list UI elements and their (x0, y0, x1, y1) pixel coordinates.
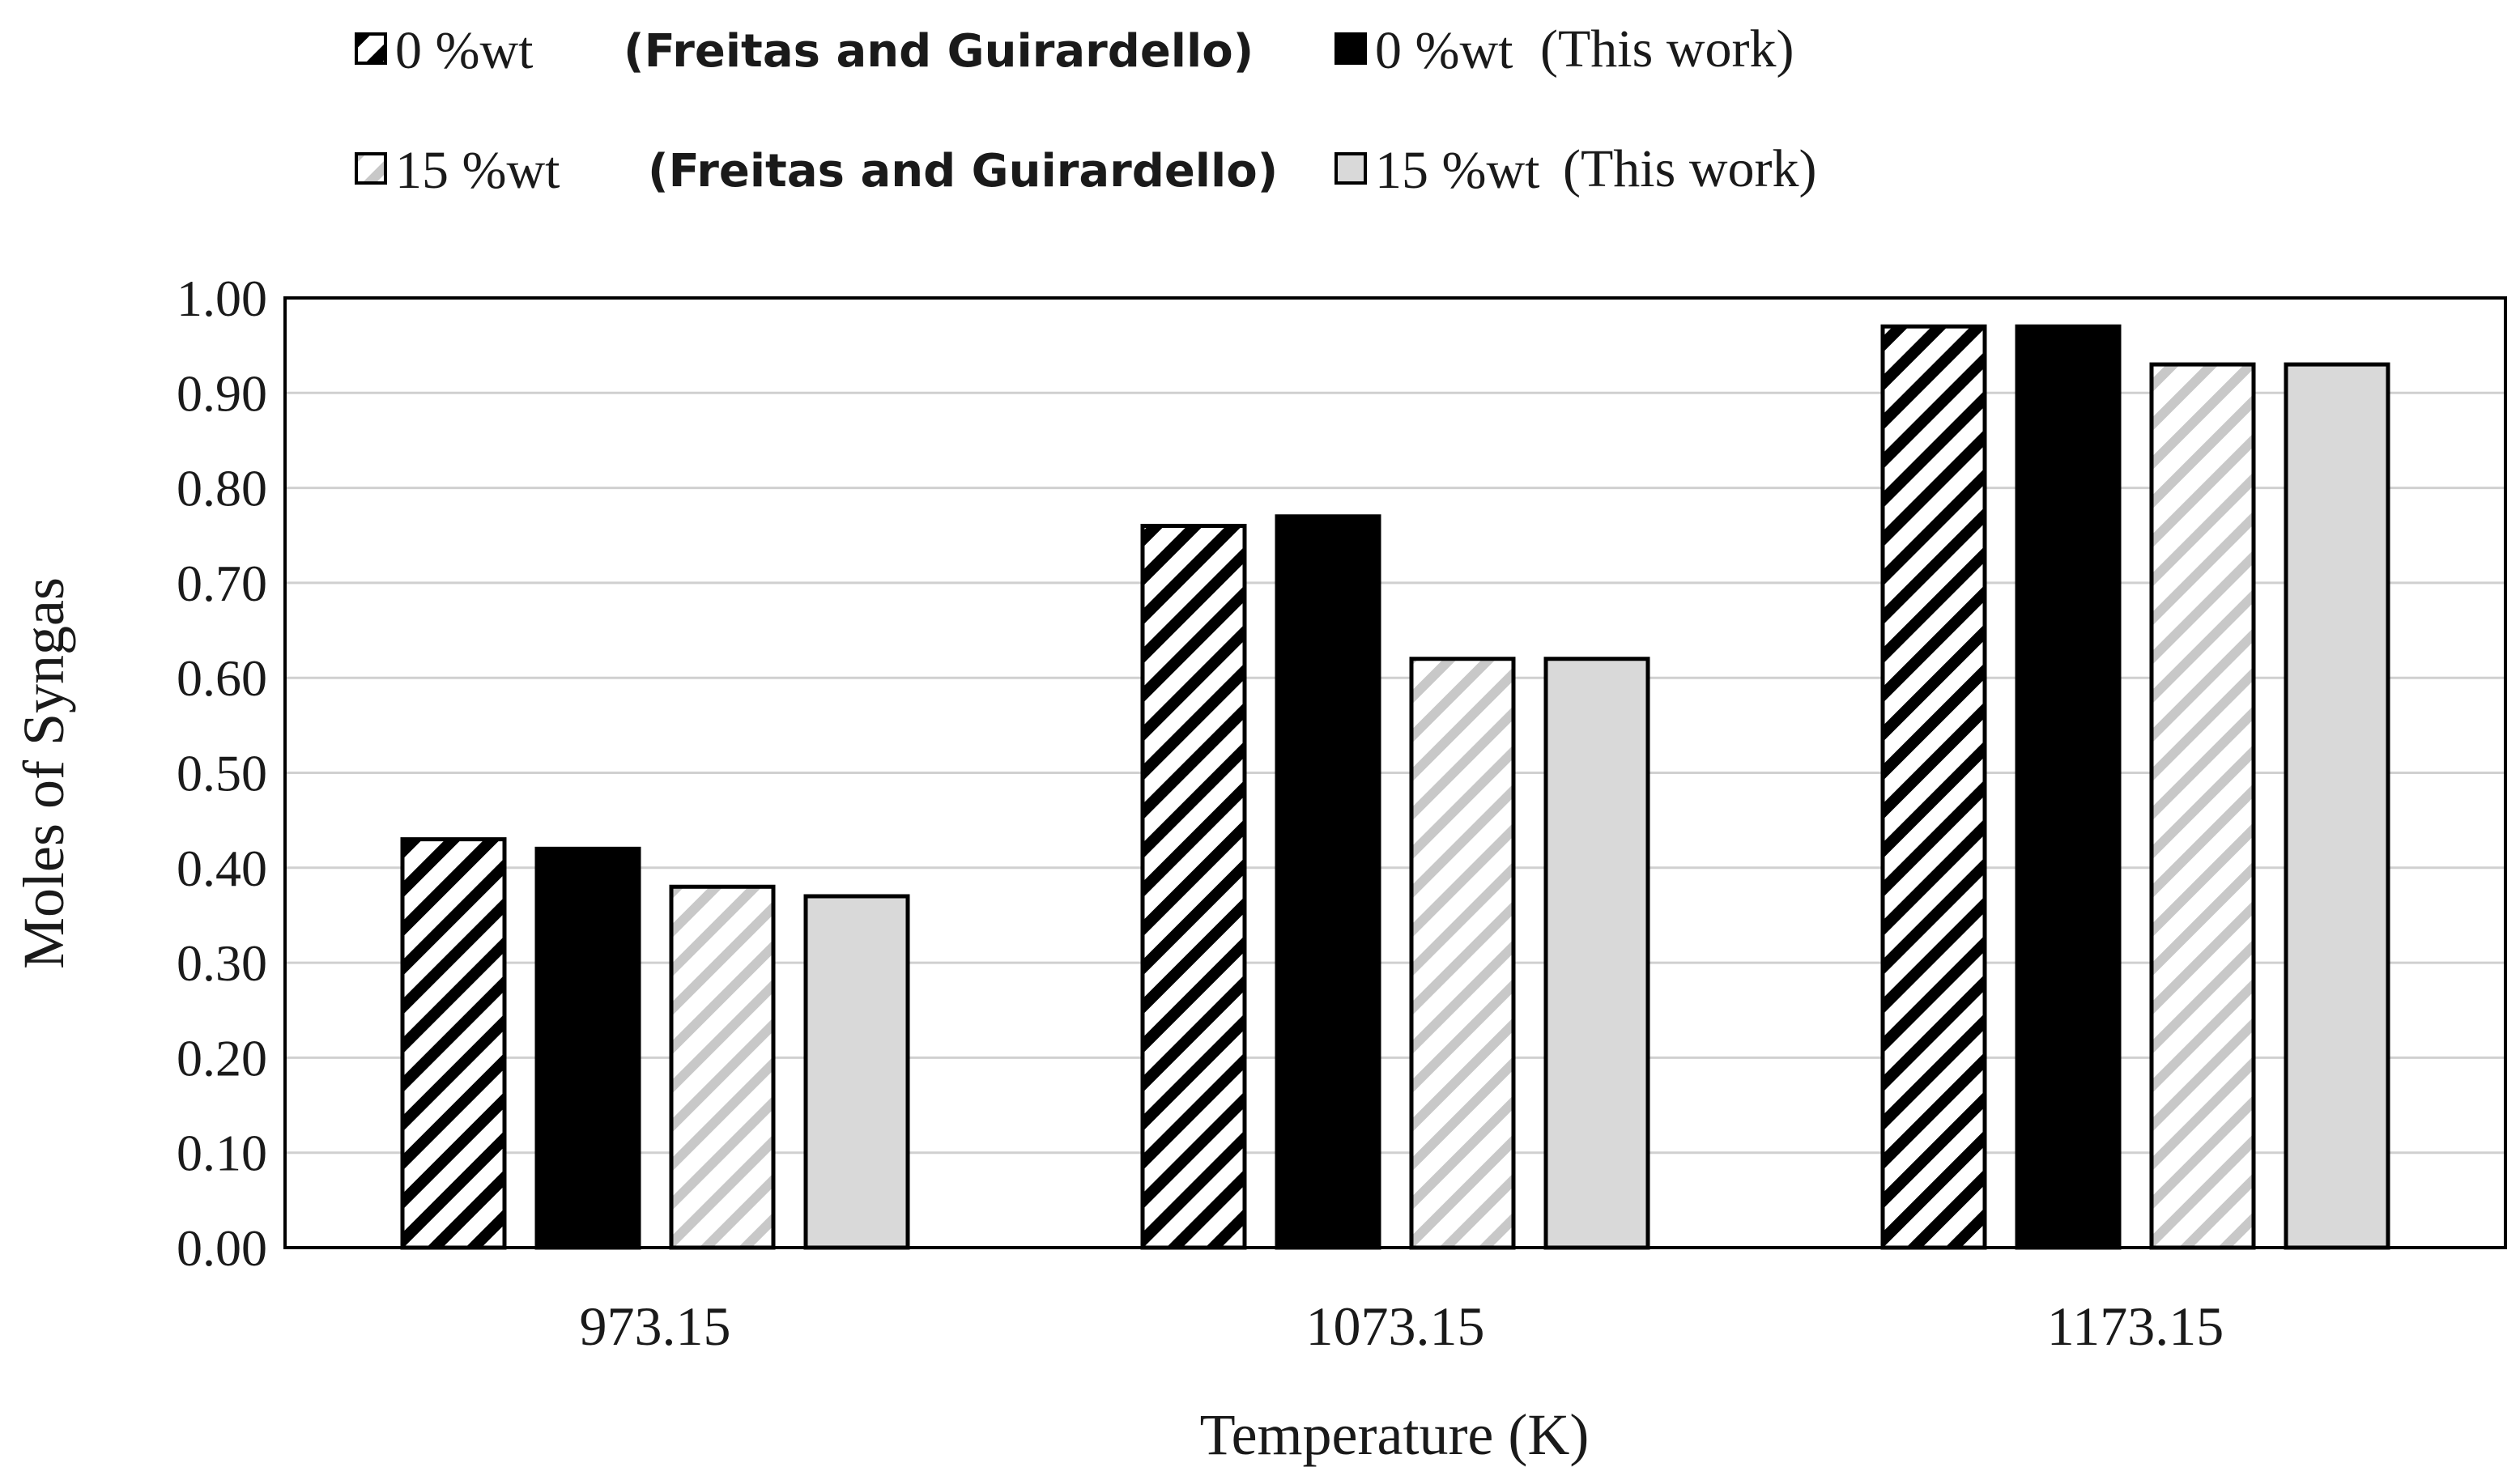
y-tick-label: 0.50 (177, 745, 267, 802)
legend-swatch (355, 152, 387, 185)
legend-value-label: 15 %wt (395, 141, 560, 200)
bar (1275, 514, 1381, 1250)
x-tick-label: 973.15 (580, 1295, 731, 1357)
y-tick-label: 1.00 (177, 270, 267, 327)
bar (2284, 362, 2390, 1250)
legend-source-label: (This work) (1540, 19, 1794, 79)
y-axis-ticks: 0.00 0.10 0.20 0.30 0.40 0.50 0.60 0.70 0.80 0.90… (177, 270, 267, 1277)
legend-swatch (355, 32, 387, 65)
y-tick-label: 0.40 (177, 840, 267, 897)
bar (1543, 657, 1650, 1250)
x-axis-ticks: 973.15 1073.15 1173.15 (580, 1295, 2224, 1357)
legend-item: 0 %wt (This work) (1334, 19, 1794, 80)
bar (2015, 324, 2122, 1250)
bar (2149, 362, 2256, 1250)
bar (1880, 324, 1987, 1250)
gridlines (285, 391, 2505, 1155)
legend-value-label: 0 %wt (1375, 21, 1513, 80)
x-tick-label: 1173.15 (2047, 1295, 2224, 1357)
y-tick-label: 0.70 (177, 555, 267, 612)
bar (1140, 524, 1247, 1250)
y-tick-label: 0.30 (177, 934, 267, 992)
y-tick-label: 0.90 (177, 364, 267, 422)
legend-item: 15 %wt (Freitas and Guirardello) (355, 141, 1278, 200)
legend: 0 %wt (Freitas and Guirardello) 0 %wt (This… (355, 19, 1816, 200)
y-axis-label: Moles of Syngas (11, 577, 76, 969)
x-tick-label: 1073.15 (1306, 1295, 1485, 1357)
bars (400, 324, 2390, 1250)
y-tick-label: 0.20 (177, 1029, 267, 1087)
y-tick-label: 0.80 (177, 460, 267, 517)
plot-area-frame (283, 296, 2507, 1249)
y-tick-label: 0.00 (177, 1219, 267, 1277)
legend-source-label: (This work) (1563, 139, 1816, 198)
y-tick-label: 0.10 (177, 1125, 267, 1182)
legend-item: 0 %wt (Freitas and Guirardello) (355, 21, 1254, 80)
bar (534, 846, 641, 1250)
bar (669, 884, 776, 1250)
x-axis-label: Temperature (K) (1200, 1402, 1590, 1467)
bar (803, 894, 910, 1250)
legend-swatch (1334, 32, 1367, 65)
legend-source-label: (Freitas and Guirardello) (624, 25, 1254, 78)
legend-source-label: (Freitas and Guirardello) (648, 145, 1278, 198)
legend-value-label: 0 %wt (395, 21, 533, 80)
y-tick-label: 0.60 (177, 649, 267, 707)
legend-value-label: 15 %wt (1375, 141, 1539, 200)
legend-swatch (1334, 152, 1367, 185)
bar (400, 837, 507, 1250)
legend-item: 15 %wt (This work) (1334, 139, 1816, 200)
bar (1409, 657, 1516, 1250)
